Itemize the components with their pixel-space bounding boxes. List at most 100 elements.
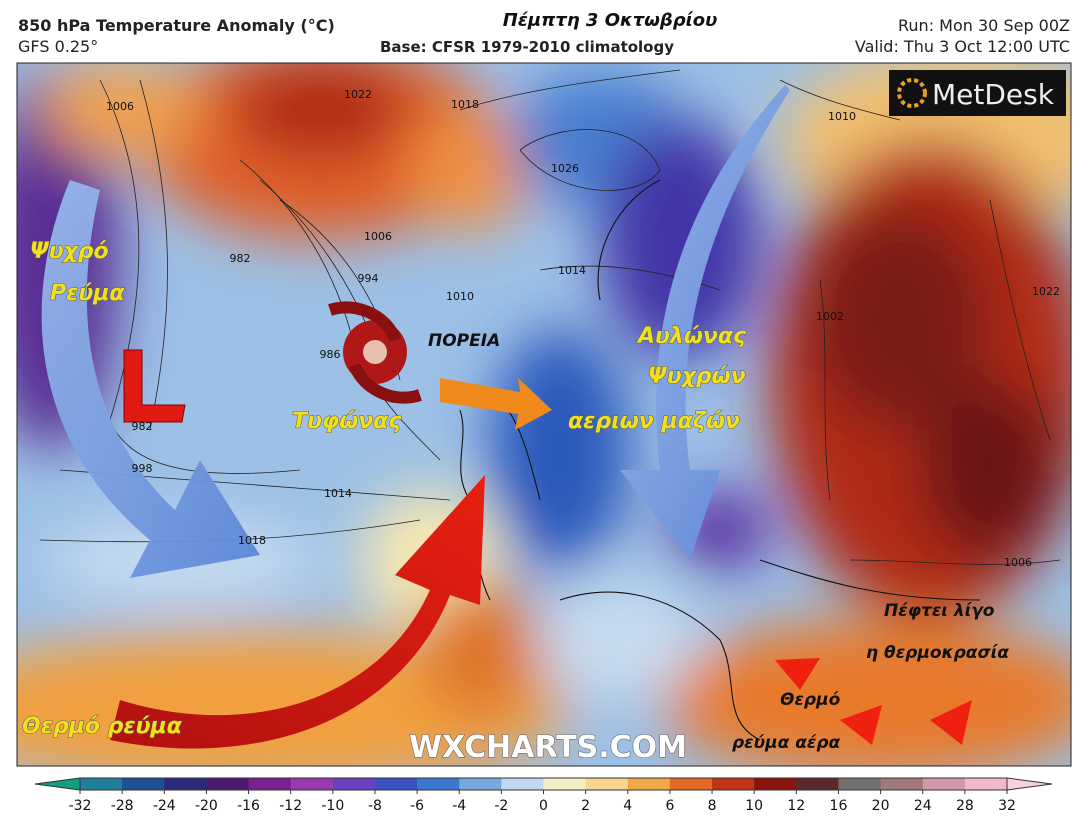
watermark: WXCHARTS.COM: [409, 730, 687, 765]
contour-label: 998: [132, 462, 153, 475]
colorbar-segment: [838, 778, 882, 790]
colorbar-tick-label: 16: [830, 798, 848, 814]
logo-icon: [897, 78, 927, 108]
annotation: Αυλώνας: [636, 324, 747, 349]
colorbar-tick-label: -12: [279, 798, 302, 814]
colorbar-segment: [585, 778, 629, 790]
colorbar-segment: [332, 778, 376, 790]
map-frame: [16, 62, 1072, 767]
contour-label: 1014: [558, 264, 586, 277]
colorbar-segment: [459, 778, 502, 790]
annotation: ΠΟΡΕΙΑ: [428, 331, 500, 351]
contour-label: 1002: [816, 310, 844, 323]
colorbar-segment: [627, 778, 671, 790]
contour-label: 1006: [1004, 556, 1032, 569]
colorbar-segment: [501, 778, 544, 790]
colorbar-tick-label: -10: [321, 798, 344, 814]
hurricane-symbol: [328, 301, 422, 404]
colorbar-tick-label: 28: [956, 798, 974, 814]
colorbar-segment: [248, 778, 292, 790]
colorbar-tick-label: -32: [69, 798, 92, 814]
warm-current-arrow: [110, 475, 485, 749]
annotation: Θερμό: [780, 690, 841, 710]
title: 850 hPa Temperature Anomaly (°C): [18, 16, 335, 35]
colorbar-tick-label: -16: [237, 798, 260, 814]
model: GFS 0.25°: [18, 37, 98, 56]
colorbar-tick-label: -24: [153, 798, 176, 814]
contour-label: 1022: [344, 88, 372, 101]
annotation: Πέφτει λίγο: [884, 601, 995, 621]
colorbar-segment: [754, 778, 797, 790]
colorbar-segment: [796, 778, 839, 790]
colorbar-tick-label: -2: [494, 798, 508, 814]
contour-label: 1018: [451, 98, 479, 111]
contour-label: 982: [132, 420, 153, 433]
cold-current-arrow: [41, 180, 260, 578]
colorbar-segment: [922, 778, 966, 790]
colorbar-tick-label: -20: [195, 798, 218, 814]
colorbar: -32 -28 -24 -20 -16 -12 -10 -8 -6 -4 -2 0 2 4 6 8 10 12 16…: [34, 777, 1053, 814]
annotation: Θερμό ρεύμα: [22, 714, 183, 739]
run: Run: Mon 30 Sep 00Z: [898, 16, 1070, 35]
low-symbol: [123, 349, 186, 423]
colorbar-segment: [669, 778, 713, 790]
colorbar-tick-label: -8: [368, 798, 382, 814]
colorbar-high-end: [1006, 777, 1053, 791]
track-arrow: [440, 378, 552, 430]
annotation: ρεύμα αέρα: [732, 733, 841, 753]
colorbar-segment: [712, 778, 755, 790]
colorbar-tick-label: 6: [665, 798, 674, 814]
annotation: Τυφώνας: [292, 409, 402, 434]
anomaly-field: [17, 63, 1071, 766]
colorbar-segment: [374, 778, 418, 790]
colorbar-tick-label: 2: [581, 798, 590, 814]
date-label: Πέμπτη 3 Οκτωβρίου: [503, 10, 717, 31]
trough-arrow: [620, 85, 790, 560]
colorbar-segment: [164, 778, 207, 790]
annotation: Ρεύμα: [50, 281, 125, 306]
contour-label: 986: [320, 348, 341, 361]
base: Base: CFSR 1979-2010 climatology: [380, 38, 674, 56]
warm-air-arrowheads: [775, 658, 972, 745]
colorbar-tick-label: 4: [623, 798, 632, 814]
colorbar-tick-label: 20: [872, 798, 890, 814]
colorbar-tick-label: 8: [708, 798, 717, 814]
logo: MetDesk: [932, 78, 1055, 111]
colorbar-tick-label: 10: [745, 798, 763, 814]
logo-box: [889, 70, 1066, 116]
colorbar-tick-label: -28: [111, 798, 134, 814]
colorbar-tick-label: -4: [452, 798, 466, 814]
colorbar-tick-label: 24: [914, 798, 932, 814]
colorbar-segment: [80, 778, 123, 790]
annotation: Ψυχρών: [648, 364, 746, 389]
contour-label: 1026: [551, 162, 579, 175]
contour-label: 982: [230, 252, 251, 265]
colorbar-tick-label: 12: [787, 798, 805, 814]
annotation: αεριων μαζών: [568, 409, 740, 434]
annotation: η θερμοκρασία: [866, 643, 1009, 663]
colorbar-tick-label: 32: [998, 798, 1016, 814]
contour-label: 1022: [1032, 285, 1060, 298]
contour-label: 1014: [324, 487, 352, 500]
colorbar-tick-label: 0: [539, 798, 548, 814]
contour-label: 1010: [446, 290, 474, 303]
colorbar-tick-label: -6: [410, 798, 424, 814]
colorbar-segment: [964, 778, 1008, 790]
contour-label: 1010: [828, 110, 856, 123]
colorbar-segment: [543, 778, 587, 790]
contour-label: 994: [358, 272, 379, 285]
colorbar-segment: [880, 778, 924, 790]
valid: Valid: Thu 3 Oct 12:00 UTC: [855, 37, 1070, 56]
contour-label: 1006: [364, 230, 392, 243]
colorbar-low-end: [34, 777, 81, 791]
colorbar-segment: [206, 778, 250, 790]
contour-label: 1006: [106, 100, 134, 113]
contour-label: 1018: [238, 534, 266, 547]
colorbar-segment: [122, 778, 165, 790]
contour-labels: 1006 1022 1018 1026 1006 982 994 1010 986 982 998 1…: [106, 88, 1060, 569]
colorbar-segment: [417, 778, 460, 790]
colorbar-segment: [290, 778, 334, 790]
annotations: Ψυχρό Ρεύμα ΠΟΡΕΙΑ Τυφώνας Αυλώνας Ψυχρών αερι…: [22, 239, 1010, 754]
map: 1006 1022 1018 1026 1006 982 994 1010 986 982 998 1…: [17, 63, 1071, 766]
